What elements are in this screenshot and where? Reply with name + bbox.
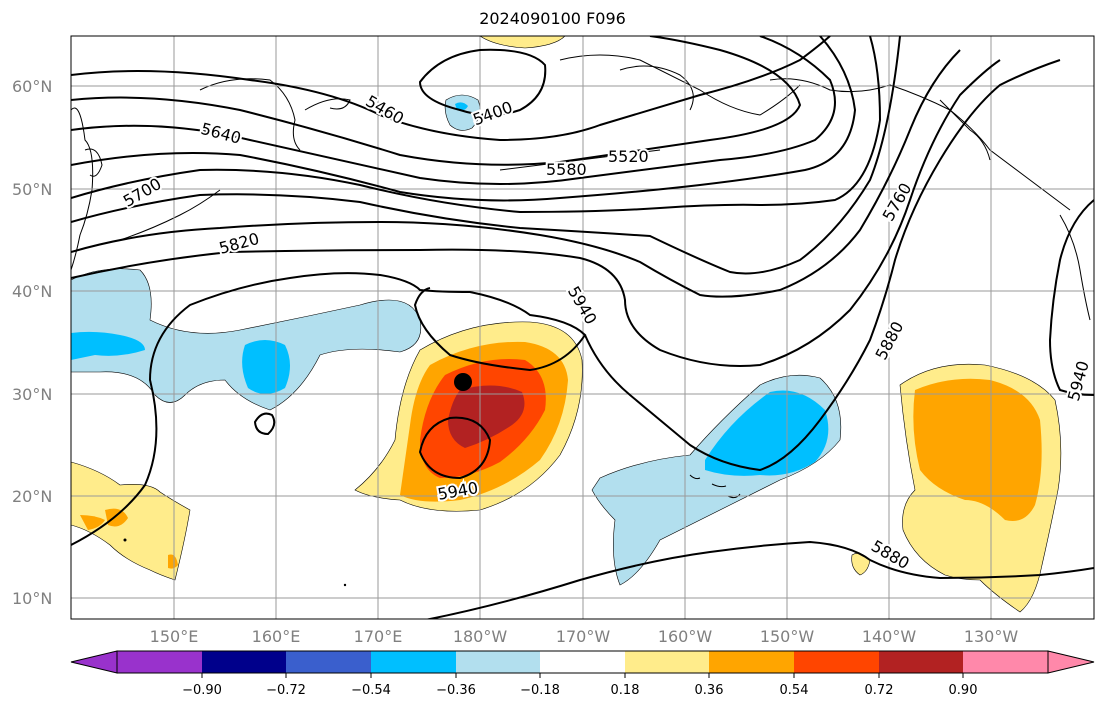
lon-label: 180°W xyxy=(453,627,508,646)
colorbar-segment xyxy=(117,651,202,673)
longitude-labels: 150°E 160°E 170°E 180°W 170°W 160°W 150°… xyxy=(150,627,1019,646)
colorbar: −0.90 −0.72 −0.54 −0.36 −0.18 0.18 0.36 … xyxy=(70,650,1095,698)
colorbar-tick-label: 0.36 xyxy=(695,683,724,698)
contour-label: 5820 xyxy=(217,229,261,258)
colorbar-max-extension xyxy=(1047,650,1095,674)
colorbar-tick-label: 0.90 xyxy=(949,683,978,698)
contour-label: 5580 xyxy=(546,160,587,179)
dark-red-shading xyxy=(448,385,525,448)
colorbar-segment xyxy=(709,651,794,673)
colorbar-tick-label: −0.54 xyxy=(351,683,391,698)
lat-label: 40°N xyxy=(12,282,52,301)
contour-label: 5640 xyxy=(199,119,243,148)
map-title: 2024090100 F096 xyxy=(479,9,626,28)
contour-label: 5940 xyxy=(564,283,601,328)
contour-label: 5520 xyxy=(608,147,649,166)
lat-label: 60°N xyxy=(12,77,52,96)
colorbar-tick-label: −0.18 xyxy=(520,683,560,698)
lat-label: 50°N xyxy=(12,180,52,199)
lon-label: 170°W xyxy=(556,627,611,646)
colorbar-tick-label: 0.72 xyxy=(865,683,894,698)
lon-label: 140°W xyxy=(862,627,917,646)
colorbar-segment xyxy=(540,651,625,673)
contour-label: 5460 xyxy=(362,91,407,128)
lat-label: 10°N xyxy=(12,589,52,608)
contour-label: 5940 xyxy=(1064,359,1093,403)
map-frame xyxy=(70,35,1095,620)
gridlines xyxy=(71,36,1094,619)
colorbar-tick-label: 0.54 xyxy=(780,683,809,698)
colorbar-min-extension xyxy=(70,650,118,674)
colorbar-segment xyxy=(371,651,456,673)
map-panel: 5400 5460 5520 5580 5640 5700 5760 5820 … xyxy=(71,36,1094,619)
colorbar-tick-label: −0.90 xyxy=(182,683,222,698)
contour-label: 5880 xyxy=(871,318,907,363)
lon-label: 150°W xyxy=(760,627,815,646)
lon-label: 150°E xyxy=(150,627,199,646)
colorbar-segment xyxy=(456,651,540,673)
colorbar-segment xyxy=(879,651,963,673)
colorbar-segment xyxy=(202,651,286,673)
latitude-labels: 60°N 50°N 40°N 30°N 20°N 10°N xyxy=(12,77,52,608)
colorbar-segment xyxy=(794,651,879,673)
colorbar-segment xyxy=(625,651,709,673)
colorbar-tick-label: 0.18 xyxy=(611,683,640,698)
height-contours xyxy=(71,36,1094,619)
lon-label: 160°W xyxy=(658,627,713,646)
lon-label: 130°W xyxy=(964,627,1019,646)
lat-label: 20°N xyxy=(12,487,52,506)
colorbar-tick-label: −0.72 xyxy=(266,683,306,698)
colorbar-tick-marks xyxy=(201,673,964,678)
lon-label: 170°E xyxy=(354,627,403,646)
storm-center-marker xyxy=(454,373,472,391)
lat-label: 30°N xyxy=(12,385,52,404)
colorbar-segment xyxy=(286,651,371,673)
colorbar-frame xyxy=(116,650,1049,674)
colorbar-segment xyxy=(963,651,1048,673)
lon-label: 160°E xyxy=(252,627,301,646)
colorbar-tick-label: −0.36 xyxy=(436,683,476,698)
blue-shading xyxy=(71,102,829,476)
